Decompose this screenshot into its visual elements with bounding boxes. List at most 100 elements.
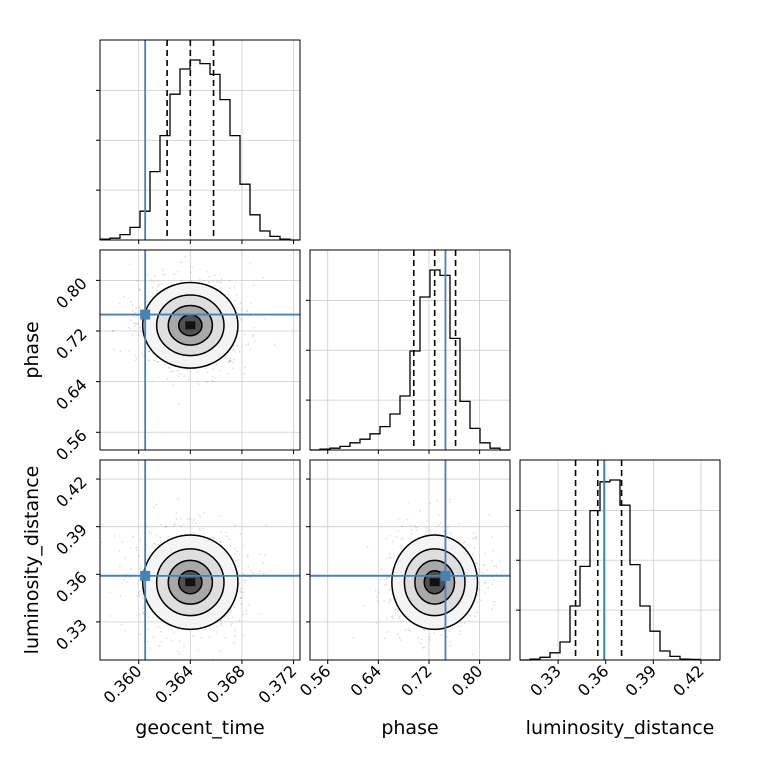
x-tick-label: 0.36 xyxy=(574,661,613,700)
sample-point xyxy=(169,370,172,373)
sample-point xyxy=(196,380,199,383)
sample-point xyxy=(118,550,121,552)
sample-point xyxy=(156,289,159,292)
sample-point xyxy=(492,549,494,552)
sample-point xyxy=(481,571,484,574)
sample-point xyxy=(199,277,201,280)
sample-point xyxy=(165,526,168,529)
sample-point xyxy=(219,619,222,622)
sample-point xyxy=(448,498,451,501)
sample-point xyxy=(226,535,229,538)
sample-point xyxy=(262,573,265,575)
sample-point xyxy=(242,544,245,547)
sample-point xyxy=(138,306,141,309)
sample-point xyxy=(139,567,142,570)
y-axis-label-luminosity_distance: luminosity_distance xyxy=(21,466,43,655)
sample-point xyxy=(152,616,155,619)
sample-point xyxy=(386,577,389,580)
sample-point xyxy=(390,568,393,570)
sample-point xyxy=(490,559,493,562)
sample-point xyxy=(493,565,496,567)
sample-point xyxy=(215,631,218,633)
sample-point xyxy=(213,274,216,277)
sample-point xyxy=(163,363,166,366)
sample-point xyxy=(157,543,160,546)
y-tick-label: 0.39 xyxy=(52,520,91,559)
sample-point xyxy=(471,553,474,556)
sample-point xyxy=(124,556,127,559)
sample-point xyxy=(379,578,382,581)
sample-point xyxy=(172,370,175,373)
sample-point xyxy=(475,611,478,614)
sample-point xyxy=(137,592,140,595)
sample-point xyxy=(130,300,132,303)
sample-point xyxy=(449,640,452,643)
sample-point xyxy=(394,608,397,611)
sample-point xyxy=(484,592,487,595)
sample-point xyxy=(235,560,237,562)
sample-point xyxy=(179,373,182,375)
sample-point xyxy=(491,536,494,539)
sample-point xyxy=(253,340,256,343)
sample-point xyxy=(244,333,246,336)
sample-point xyxy=(183,375,186,377)
sample-point xyxy=(175,518,178,521)
sample-point xyxy=(400,547,403,550)
sample-point xyxy=(148,350,151,353)
sample-point xyxy=(153,275,156,277)
sample-point xyxy=(467,614,470,616)
sample-point xyxy=(259,552,261,555)
sample-point xyxy=(363,604,365,607)
sample-point xyxy=(408,629,411,632)
sample-point xyxy=(172,525,175,528)
sample-point xyxy=(487,586,489,589)
sample-point xyxy=(213,284,216,287)
sample-point xyxy=(226,373,229,375)
sample-point xyxy=(157,626,159,628)
sample-point xyxy=(126,580,129,583)
sample-point xyxy=(142,604,145,607)
sample-point xyxy=(180,279,183,282)
sample-point xyxy=(134,311,137,314)
contour-line-1 xyxy=(403,548,466,617)
sample-point xyxy=(475,536,478,538)
sample-point xyxy=(111,329,114,332)
y-tick-label: 0.56 xyxy=(52,426,91,465)
sample-point xyxy=(248,603,251,606)
sample-point xyxy=(205,270,208,273)
sample-point xyxy=(391,615,394,618)
sample-point xyxy=(437,514,440,517)
panel-luminosity_distance-vs-luminosity_distance xyxy=(516,459,721,664)
sample-point xyxy=(172,384,175,387)
sample-point xyxy=(231,616,234,619)
sample-point xyxy=(240,603,243,605)
sample-point xyxy=(177,498,180,500)
sample-point xyxy=(388,556,391,559)
sample-point xyxy=(150,278,153,281)
sample-point xyxy=(467,543,470,546)
sample-point xyxy=(138,613,141,616)
sample-point xyxy=(199,515,202,518)
sample-point xyxy=(209,536,212,539)
sample-point xyxy=(439,521,442,524)
sample-point xyxy=(225,615,228,618)
sample-point xyxy=(203,280,206,282)
sample-point xyxy=(237,562,240,565)
sample-point xyxy=(232,606,235,609)
sample-point xyxy=(482,564,485,567)
sample-point xyxy=(167,535,170,538)
sample-point xyxy=(135,307,137,310)
sample-point xyxy=(232,349,235,351)
histogram-phase xyxy=(310,269,510,451)
sample-point xyxy=(120,623,123,626)
y-tick-label: 0.72 xyxy=(52,324,91,363)
sample-point xyxy=(132,535,135,538)
sample-point xyxy=(458,540,461,543)
sample-point xyxy=(241,572,244,575)
sample-point xyxy=(228,538,231,541)
y-tick-label: 0.42 xyxy=(52,472,91,511)
sample-point xyxy=(239,596,242,599)
sample-point xyxy=(478,570,481,573)
sample-point xyxy=(197,513,200,516)
sample-point xyxy=(385,537,388,540)
